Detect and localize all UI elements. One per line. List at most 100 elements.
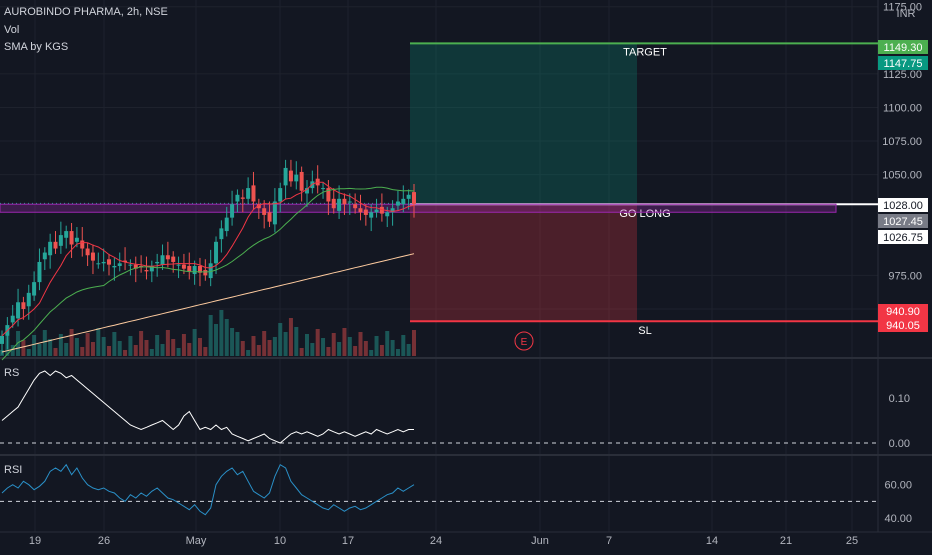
candle-body	[272, 201, 277, 225]
candle-body	[294, 174, 299, 182]
price-tick-label: 1050.00	[882, 170, 922, 182]
candle-body	[64, 231, 69, 238]
candle-body	[165, 255, 170, 260]
volume-bar	[53, 348, 58, 356]
rs-pane-label: RS	[4, 367, 20, 379]
rsi-line	[1, 463, 415, 516]
volume-bar	[406, 344, 411, 356]
candle-body	[192, 265, 197, 275]
volume-bar	[16, 331, 21, 356]
volume-bar	[187, 343, 192, 356]
candle-body	[144, 270, 149, 272]
volume-bar	[412, 330, 416, 356]
volume-bar	[353, 346, 358, 356]
volume-bar	[369, 350, 374, 356]
volume-bar	[32, 335, 37, 356]
candle-body	[363, 209, 368, 215]
candle-body	[32, 282, 37, 296]
volume-bar	[315, 329, 320, 356]
candle-body	[240, 197, 245, 199]
candle-body	[256, 204, 261, 209]
price-tag: 1028.00	[883, 200, 923, 212]
volume-bar	[139, 331, 144, 356]
volume-bar	[10, 345, 15, 356]
rsi-tick-label: 60.00	[884, 480, 912, 492]
price-tag: 1149.30	[884, 42, 923, 54]
price-tag: 1147.75	[884, 58, 923, 70]
candle-body	[112, 265, 117, 268]
candle-body	[53, 241, 58, 249]
time-tick-label: 7	[606, 535, 612, 547]
rs-tick-label: 0.10	[889, 393, 910, 405]
volume-bar	[133, 345, 138, 356]
candle-body	[155, 261, 160, 264]
volume-bar	[85, 333, 90, 356]
volume-bar	[321, 338, 326, 356]
candle-body	[123, 260, 128, 262]
candle-body	[21, 302, 26, 309]
volume-bar	[294, 327, 299, 356]
symbol-title[interactable]: AUROBINDO PHARMA, 2h, NSE	[4, 6, 168, 18]
volume-bar	[90, 342, 95, 356]
earnings-marker: E	[521, 337, 528, 348]
volume-bar	[358, 332, 363, 356]
volume-bar	[74, 338, 79, 356]
volume-bar	[64, 343, 69, 356]
candle-body	[16, 302, 21, 319]
volume-bar	[326, 347, 331, 356]
volume-bar	[230, 328, 235, 356]
candle-body	[347, 201, 352, 203]
vol-indicator-label[interactable]: Vol	[4, 24, 20, 36]
candle-body	[48, 241, 53, 256]
candle-body	[197, 265, 202, 273]
candle-body	[85, 248, 90, 256]
time-tick-label: 14	[706, 535, 718, 547]
price-tick-label: 1075.00	[882, 136, 922, 148]
volume-bar	[117, 341, 122, 356]
candle-body	[342, 198, 347, 205]
candle-body	[37, 261, 42, 283]
sma-indicator-label[interactable]: SMA by KGS	[4, 41, 69, 53]
candle-body	[230, 204, 235, 218]
price-tag: 940.90	[886, 306, 920, 318]
candle-body	[96, 263, 101, 265]
volume-bar	[390, 340, 395, 356]
volume-bar	[385, 331, 390, 356]
volume-bar	[42, 330, 47, 356]
rs-tick-label: 0.00	[889, 438, 910, 450]
time-tick-label: 26	[98, 535, 110, 547]
volume-bar	[203, 347, 208, 356]
volume-bar	[101, 337, 106, 356]
volume-bar	[37, 344, 42, 356]
candle-body	[181, 264, 186, 269]
time-tick-label: 10	[274, 535, 286, 547]
candle-body	[101, 261, 106, 264]
price-tick-label: 975.00	[888, 270, 922, 282]
rsi-tick-label: 40.00	[884, 513, 912, 525]
volume-bar	[112, 332, 117, 356]
volume-bar	[197, 338, 202, 356]
volume-bar	[149, 349, 154, 356]
volume-bar	[395, 349, 400, 356]
time-tick-label: 25	[846, 535, 858, 547]
volume-bar	[165, 330, 170, 356]
volume-bar	[181, 334, 186, 356]
sma-fast-line	[1, 181, 415, 337]
candle-body	[176, 264, 181, 266]
volume-bar	[26, 349, 31, 356]
candle-body	[262, 208, 267, 215]
candle-body	[235, 194, 240, 202]
volume-bar	[69, 329, 74, 356]
volume-bar	[288, 318, 293, 356]
time-tick-label: 17	[342, 535, 354, 547]
volume-bar	[235, 332, 240, 356]
price-tag-bg	[878, 318, 928, 332]
volume-bar	[219, 310, 224, 356]
rsi-pane-label: RSI	[4, 464, 23, 476]
price-tag-bg	[878, 230, 928, 244]
volume-bar	[123, 350, 128, 356]
entry-label: GO LONG	[619, 208, 670, 220]
candle-body	[337, 198, 342, 211]
